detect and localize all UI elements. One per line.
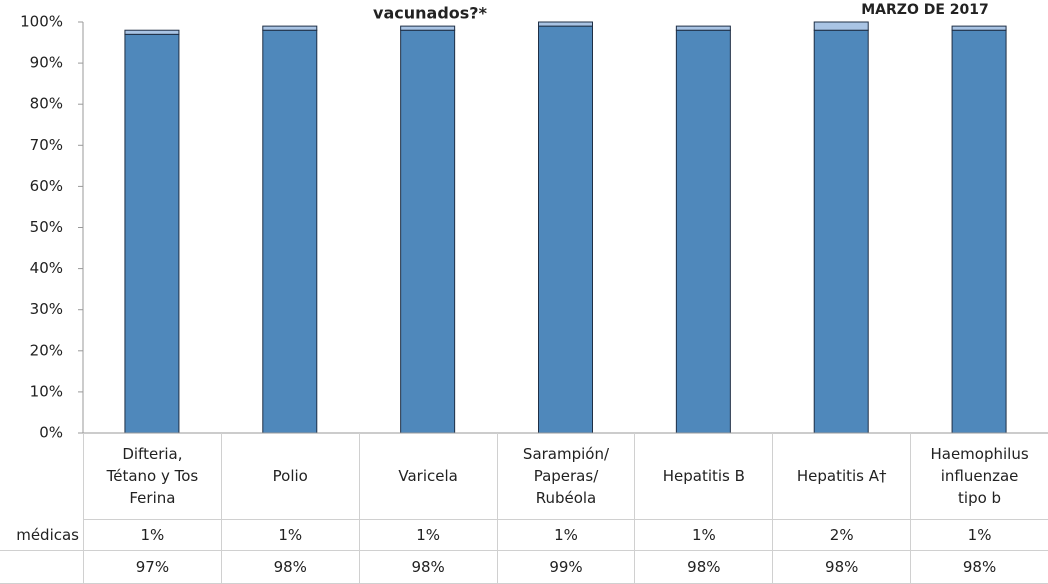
category-label: Varicela bbox=[358, 433, 497, 520]
data-table-value: 98% bbox=[220, 551, 359, 584]
bar-segment bbox=[951, 25, 1007, 31]
bar-segment bbox=[400, 29, 456, 434]
data-table-value: 1% bbox=[910, 520, 1048, 551]
bar-segment bbox=[813, 21, 869, 31]
bar-segment bbox=[124, 29, 180, 35]
category-label: Difteria, Tétano y Tos Ferina bbox=[83, 433, 221, 520]
bar-segment bbox=[538, 25, 593, 434]
y-tick-label: 100% bbox=[20, 13, 63, 31]
y-tick-label: 30% bbox=[30, 300, 63, 318]
y-tick-label: 0% bbox=[39, 424, 63, 442]
legend-label bbox=[0, 551, 83, 584]
y-tick-label: 70% bbox=[30, 136, 63, 154]
bar-segment bbox=[675, 29, 731, 434]
data-table-value: 98% bbox=[358, 551, 497, 584]
y-tick-label: 50% bbox=[30, 218, 63, 236]
category-label: Hepatitis A† bbox=[772, 433, 911, 520]
chart-subtitle: MARZO DE 2017 bbox=[861, 2, 989, 18]
data-table-value: 97% bbox=[83, 551, 221, 584]
bar-segment bbox=[400, 25, 456, 31]
chart-title: vacunados?* bbox=[373, 4, 488, 23]
y-tick-label: 10% bbox=[30, 382, 63, 400]
category-label: Sarampión/ Paperas/ Rubéola bbox=[496, 433, 635, 520]
data-table-value: 99% bbox=[496, 551, 635, 584]
y-tick-label: 20% bbox=[30, 341, 63, 359]
bar-segment bbox=[262, 25, 318, 31]
category-label: Polio bbox=[220, 433, 359, 520]
data-table-value: 1% bbox=[83, 520, 221, 551]
bar-segment bbox=[813, 29, 869, 434]
legend-label: médicas bbox=[0, 520, 83, 551]
data-table-value: 1% bbox=[496, 520, 635, 551]
y-tick-label: 60% bbox=[30, 177, 63, 195]
bar-segment bbox=[951, 29, 1007, 434]
data-table-value: 1% bbox=[220, 520, 359, 551]
data-table-value: 2% bbox=[772, 520, 911, 551]
y-tick-label: 40% bbox=[30, 259, 63, 277]
category-label: Hepatitis B bbox=[634, 433, 773, 520]
data-table-value: 98% bbox=[772, 551, 911, 584]
data-table-value: 98% bbox=[634, 551, 773, 584]
category-label: Haemophilus influenzae tipo b bbox=[910, 433, 1048, 520]
y-tick-label: 90% bbox=[30, 54, 63, 72]
bar-segment bbox=[124, 33, 180, 434]
data-table-value: 1% bbox=[358, 520, 497, 551]
y-tick-label: 80% bbox=[30, 95, 63, 113]
data-table-value: 98% bbox=[910, 551, 1048, 584]
bar-segment bbox=[538, 21, 593, 27]
bar-segment bbox=[675, 25, 731, 31]
data-table-value: 1% bbox=[634, 520, 773, 551]
bar-segment bbox=[262, 29, 318, 434]
